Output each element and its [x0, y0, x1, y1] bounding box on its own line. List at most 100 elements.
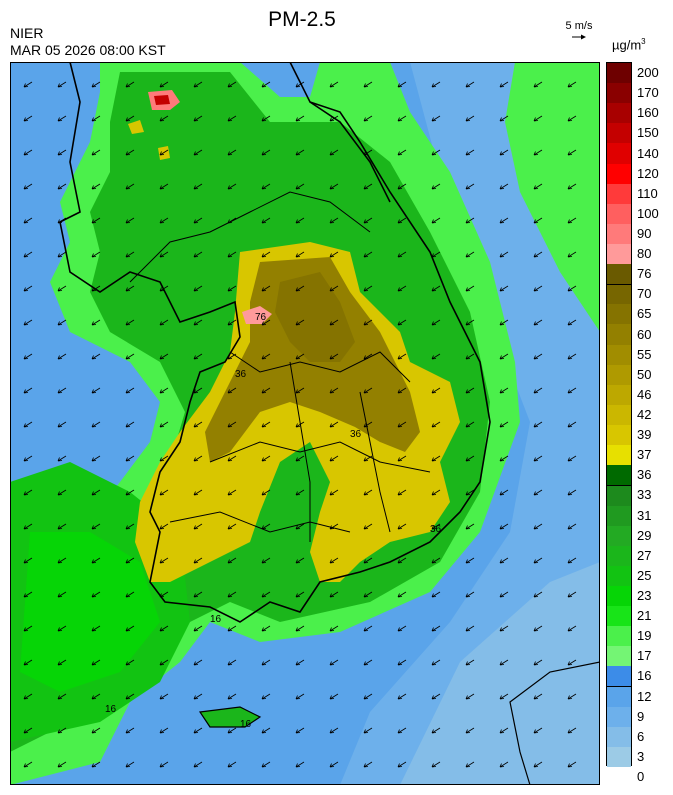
wind-arrow [397, 251, 407, 258]
wind-arrow [227, 727, 237, 734]
wind-arrow [91, 455, 101, 462]
wind-reference: 5 m/s [556, 20, 602, 40]
wind-arrow [329, 727, 339, 734]
wind-arrow [533, 149, 543, 156]
bad-spot-north-2 [158, 146, 170, 160]
wind-arrow [363, 217, 373, 224]
wind-arrow [533, 727, 543, 734]
wind-arrow [227, 81, 237, 88]
wind-arrow [23, 659, 33, 666]
wind-arrow [397, 625, 407, 632]
wind-arrow [533, 489, 543, 496]
contour-label-76: 76 [255, 312, 267, 323]
wind-arrow [57, 489, 67, 496]
legend-tick-label: 55 [637, 346, 652, 362]
wind-arrow [193, 183, 203, 190]
wind-arrow [227, 183, 237, 190]
wind-arrow [499, 81, 509, 88]
wind-arrow [465, 421, 475, 428]
wind-arrow [23, 591, 33, 598]
wind-arrow [431, 727, 441, 734]
wind-arrow [499, 625, 509, 632]
wind-arrow [57, 693, 67, 700]
legend-tick-label: 19 [637, 628, 652, 644]
legend-tick-label: 120 [637, 165, 659, 181]
wind-arrow [295, 217, 305, 224]
wind-arrow [193, 693, 203, 700]
wind-arrow [533, 251, 543, 258]
wind-arrow [159, 149, 169, 156]
wind-arrow [499, 353, 509, 360]
legend-swatch [607, 163, 631, 185]
wind-arrow [125, 353, 135, 360]
legend-tick-label: 21 [637, 608, 652, 624]
wind-arrow [227, 659, 237, 666]
wind-arrow [363, 81, 373, 88]
wind-arrow [125, 591, 135, 598]
wind-arrow [227, 523, 237, 530]
legend-tick-label: 39 [637, 427, 652, 443]
wind-arrow [91, 149, 101, 156]
legend-swatch [607, 485, 631, 506]
wind-arrow [57, 115, 67, 122]
wind-arrow [23, 727, 33, 734]
wind-arrow [159, 115, 169, 122]
map-frame [10, 62, 600, 785]
legend-swatch [607, 465, 631, 486]
legend-swatch [607, 203, 631, 225]
wind-arrow [159, 285, 169, 292]
chart-title: PM-2.5 [268, 8, 336, 31]
province-borders [129, 191, 431, 542]
wind-arrow [567, 523, 577, 530]
wind-arrow [125, 557, 135, 564]
legend-tick-label: 23 [637, 588, 652, 604]
wind-arrow [431, 387, 441, 394]
wind-arrow [227, 591, 237, 598]
wind-arrow [465, 557, 475, 564]
wind-arrow [431, 523, 441, 530]
wind-arrow [23, 81, 33, 88]
valid-time-label: MAR 05 2026 08:00 KST [10, 42, 166, 58]
wind-arrow [227, 761, 237, 768]
wind-arrow [431, 285, 441, 292]
wind-arrow [57, 353, 67, 360]
legend-tick-label: 50 [637, 366, 652, 382]
wind-arrow [91, 285, 101, 292]
legend-swatch [607, 525, 631, 547]
wind-arrow [91, 251, 101, 258]
wind-arrow [431, 591, 441, 598]
japan-coast [509, 661, 600, 785]
wind-arrow [363, 183, 373, 190]
wind-arrow [465, 285, 475, 292]
wind-arrow [23, 319, 33, 326]
wind-arrow [465, 387, 475, 394]
wind-arrow [91, 217, 101, 224]
wind-arrow [363, 523, 373, 530]
wind-arrow [23, 625, 33, 632]
wind-arrow [567, 353, 577, 360]
legend-tick-label: 110 [637, 185, 658, 201]
wind-arrow [533, 217, 543, 224]
wind-arrow [57, 217, 67, 224]
contour-label-16b: 16 [210, 614, 222, 625]
legend-tick-label: 200 [637, 65, 659, 81]
wind-arrow [261, 115, 271, 122]
wind-arrow [567, 693, 577, 700]
wind-arrow [193, 115, 203, 122]
wind-arrow [159, 353, 169, 360]
wind-arrow [227, 115, 237, 122]
wind-arrow [533, 591, 543, 598]
wind-arrow [261, 251, 271, 258]
wind-arrow [125, 659, 135, 666]
wind-arrow [57, 421, 67, 428]
wind-arrow [567, 421, 577, 428]
legend-swatch [607, 123, 631, 144]
wind-arrow [397, 149, 407, 156]
legend-swatch [607, 445, 631, 466]
wind-arrow [465, 353, 475, 360]
legend-divider [607, 484, 631, 486]
wind-arrow [499, 557, 509, 564]
wind-arrow [567, 251, 577, 258]
wind-arrow [465, 455, 475, 462]
wind-arrow [23, 387, 33, 394]
